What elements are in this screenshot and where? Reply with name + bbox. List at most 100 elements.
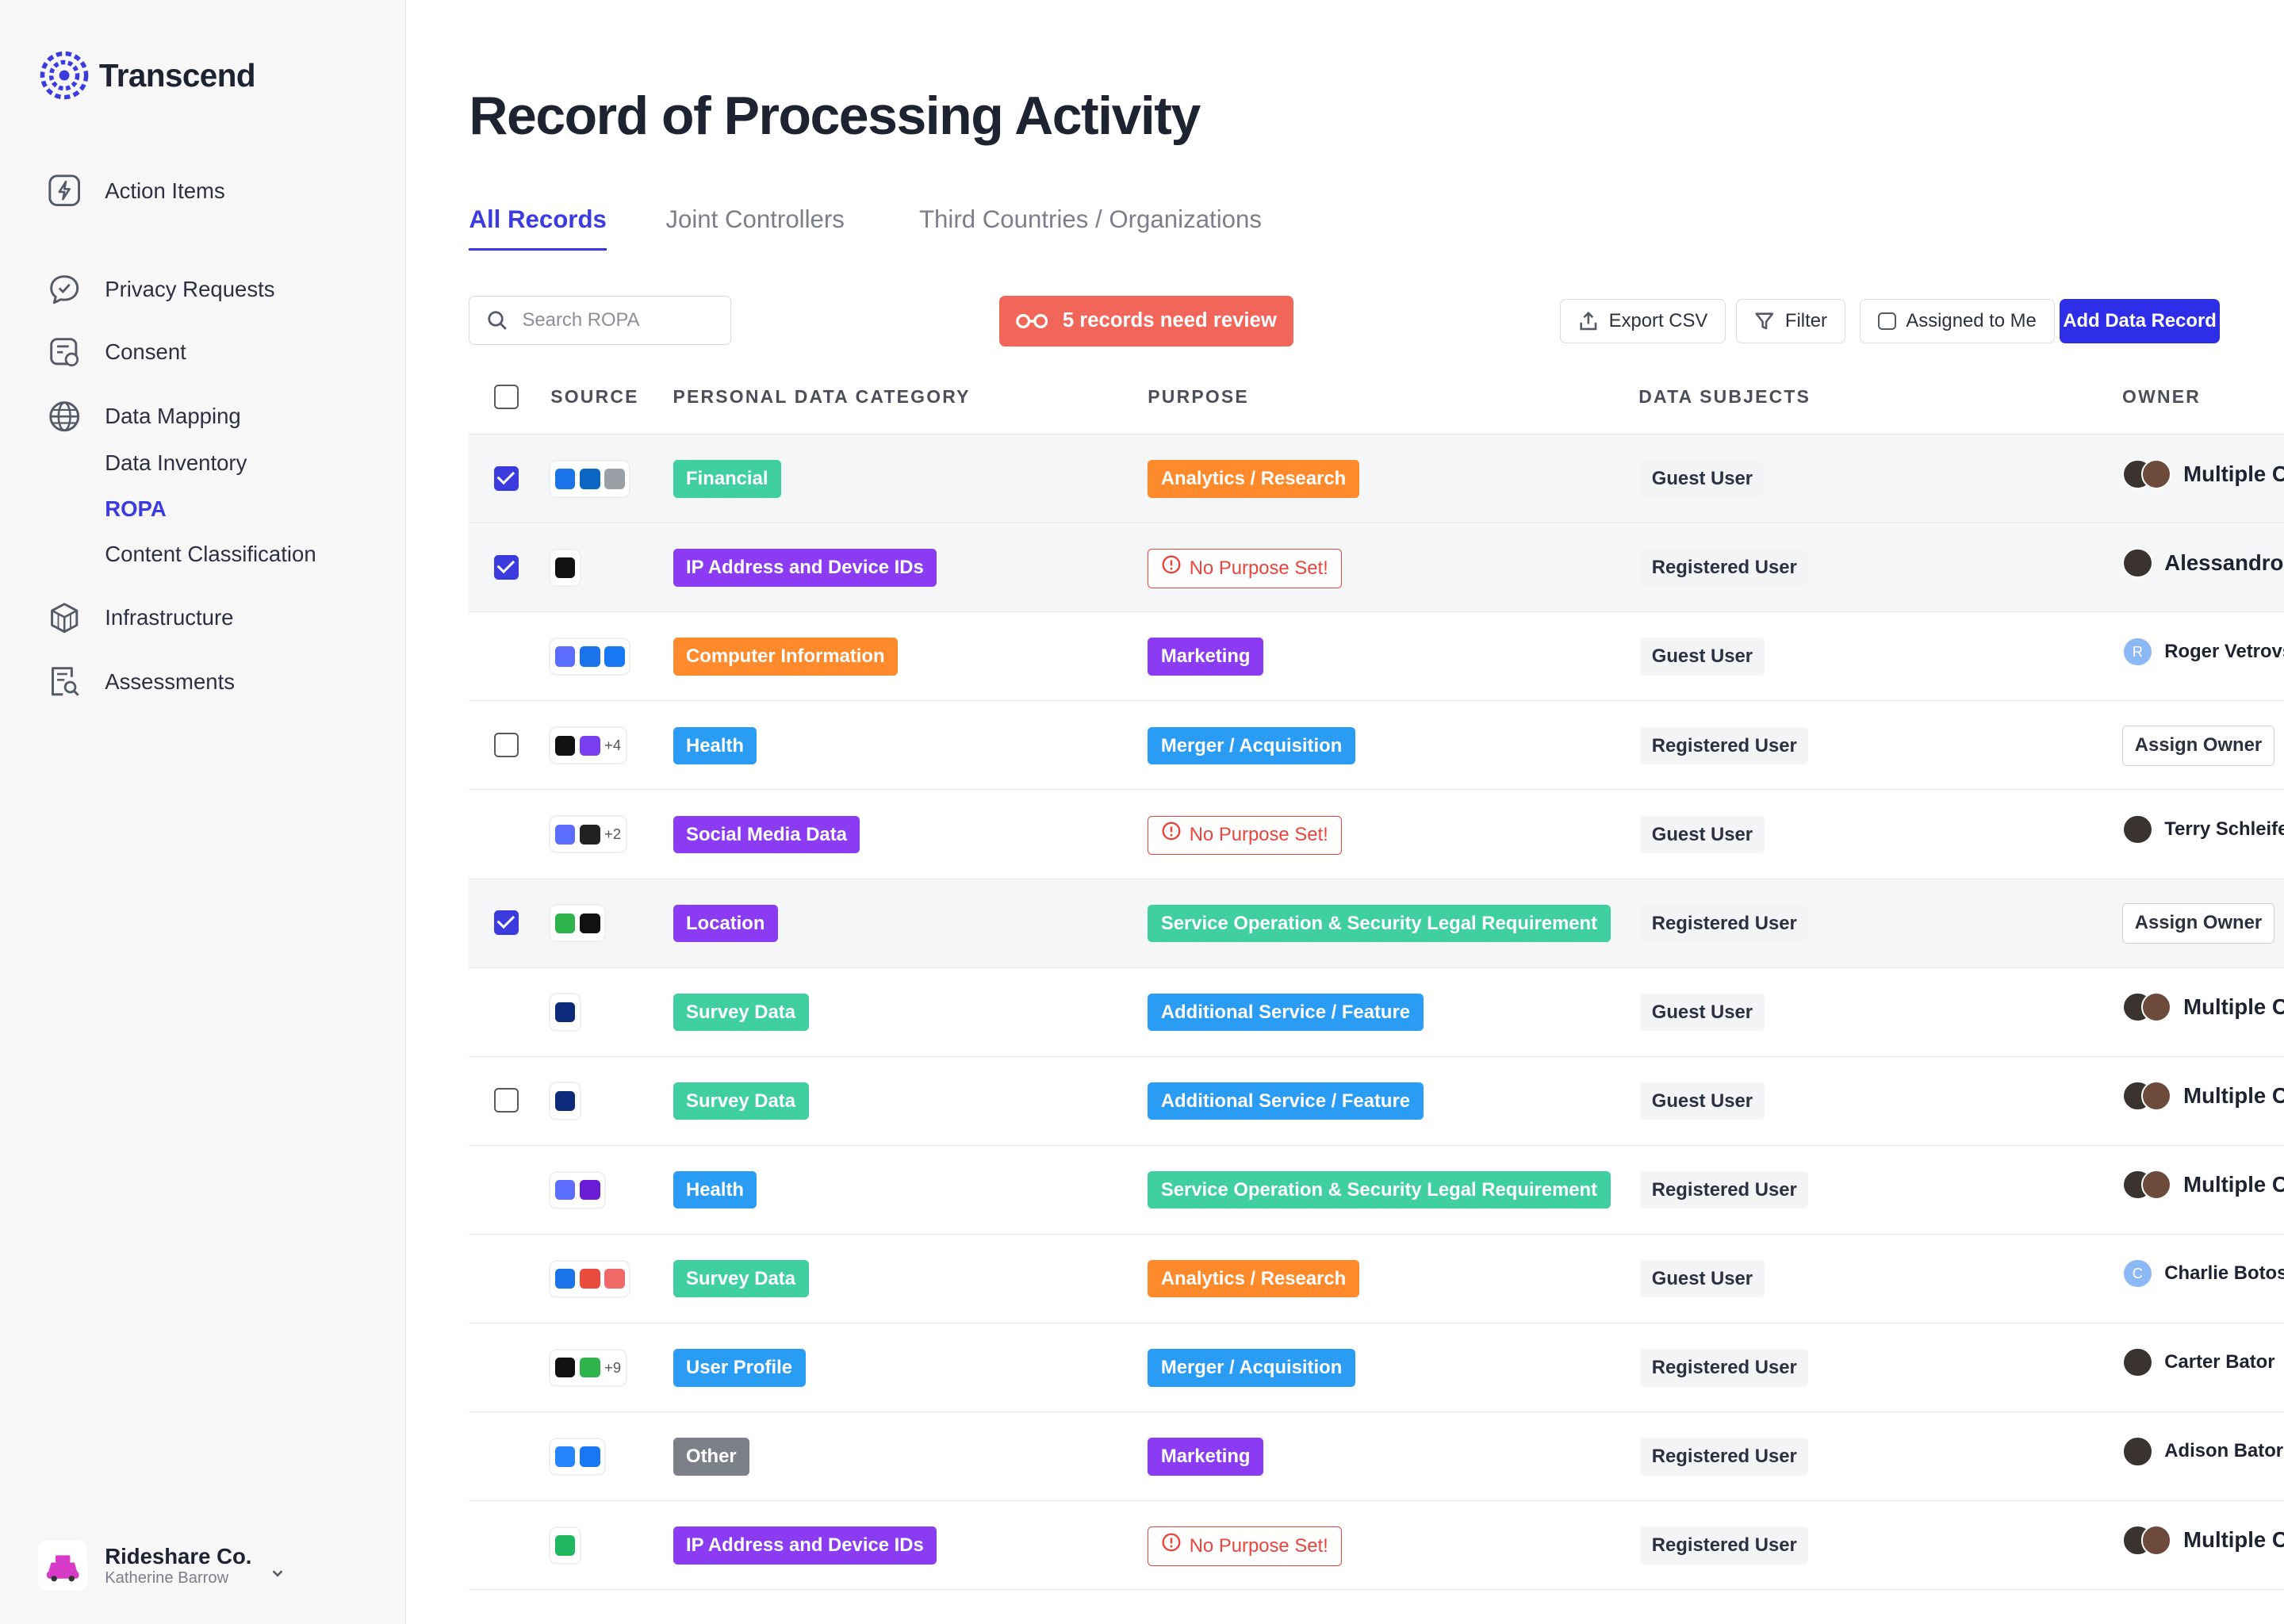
category-tag[interactable]: IP Address and Device IDs — [673, 549, 937, 588]
subnav-content-classification[interactable]: Content Classification — [105, 542, 316, 567]
subnav-ropa[interactable]: ROPA — [105, 496, 167, 522]
category-tag[interactable]: Survey Data — [673, 993, 809, 1032]
category-tag[interactable]: Survey Data — [673, 1082, 809, 1120]
category-tag[interactable]: Other — [673, 1437, 750, 1476]
assign-owner-button[interactable]: Assign Owner — [2122, 902, 2274, 944]
owner-cell[interactable]: Alessandro — [2122, 547, 2283, 579]
purpose-tag[interactable]: Analytics / Research — [1148, 1259, 1359, 1298]
data-subject-tag[interactable]: Registered User — [1640, 904, 1809, 943]
nav-consent[interactable]: Consent — [47, 335, 186, 370]
owner-cell[interactable]: Carter Bator — [2122, 1346, 2275, 1378]
source-logos[interactable] — [550, 1172, 605, 1208]
brand-logo[interactable]: Transcend — [38, 49, 256, 102]
review-records-button[interactable]: 5 records need review — [998, 295, 1293, 347]
source-logos[interactable] — [550, 1083, 580, 1119]
category-tag[interactable]: Survey Data — [673, 1259, 809, 1298]
owner-cell[interactable]: C Charlie Botosh — [2122, 1258, 2284, 1289]
data-subject-tag[interactable]: Registered User — [1640, 1526, 1809, 1565]
table-row[interactable]: Computer Information Marketing Guest User R… — [469, 613, 2284, 702]
column-header[interactable]: DATA SUBJECTS — [1638, 385, 1811, 407]
purpose-tag[interactable]: Service Operation & Security Legal Requi… — [1148, 1170, 1611, 1209]
add-data-record-button[interactable]: Add Data Record — [2060, 298, 2221, 344]
assigned-to-me-toggle[interactable]: Assigned to Me — [1860, 298, 2055, 344]
nav-data-mapping[interactable]: Data Mapping — [47, 399, 241, 434]
purpose-tag[interactable]: Merger / Acquisition — [1148, 726, 1355, 765]
tab-joint-controllers[interactable]: Joint Controllers — [665, 205, 845, 233]
source-logos[interactable]: +9 — [550, 1350, 626, 1385]
assign-owner-button[interactable]: Assign Owner — [2122, 725, 2274, 767]
filter-button[interactable]: Filter — [1736, 298, 1845, 344]
row-checkbox[interactable] — [493, 732, 519, 758]
data-subject-tag[interactable]: Guest User — [1640, 993, 1765, 1032]
purpose-tag[interactable]: Marketing — [1148, 1437, 1264, 1476]
owner-cell[interactable]: Multiple C — [2122, 458, 2284, 490]
purpose-tag[interactable]: Additional Service / Feature — [1148, 993, 1424, 1032]
data-subject-tag[interactable]: Guest User — [1640, 815, 1765, 854]
purpose-warning-tag[interactable]: No Purpose Set! — [1148, 815, 1343, 856]
column-header[interactable]: OWNER — [2122, 385, 2201, 407]
owner-cell[interactable]: R Roger Vetrovs — [2122, 636, 2284, 668]
owner-cell[interactable]: Multiple C — [2122, 1525, 2284, 1556]
table-row[interactable]: Financial Analytics / Research Guest User M… — [469, 435, 2284, 524]
category-tag[interactable]: Health — [673, 726, 757, 765]
data-subject-tag[interactable]: Guest User — [1640, 460, 1765, 499]
row-checkbox[interactable] — [493, 910, 519, 936]
purpose-tag[interactable]: Service Operation & Security Legal Requi… — [1148, 904, 1611, 943]
tab-third-countries[interactable]: Third Countries / Organizations — [918, 205, 1263, 233]
column-header[interactable]: SOURCE — [550, 385, 639, 407]
source-logos[interactable] — [550, 1527, 580, 1563]
source-logos[interactable]: +2 — [550, 817, 626, 852]
owner-cell[interactable]: Multiple C — [2122, 991, 2284, 1023]
purpose-tag[interactable]: Analytics / Research — [1148, 460, 1359, 499]
source-logos[interactable]: +4 — [550, 728, 626, 764]
data-subject-tag[interactable]: Guest User — [1640, 638, 1765, 676]
table-row[interactable]: Survey Data Additional Service / Feature G… — [469, 1057, 2284, 1146]
nav-assessments[interactable]: Assessments — [47, 665, 235, 699]
data-subject-tag[interactable]: Guest User — [1640, 1259, 1765, 1298]
table-row[interactable]: Other Marketing Registered User Adison Bato… — [469, 1413, 2284, 1501]
category-tag[interactable]: Health — [673, 1170, 757, 1209]
subnav-data-inventory[interactable]: Data Inventory — [105, 450, 247, 475]
data-subject-tag[interactable]: Registered User — [1640, 1170, 1809, 1209]
column-header[interactable]: PERSONAL DATA CATEGORY — [673, 385, 971, 407]
table-row[interactable]: Survey Data Additional Service / Feature G… — [469, 968, 2284, 1057]
owner-cell[interactable]: Multiple C — [2122, 1080, 2284, 1112]
data-subject-tag[interactable]: Registered User — [1640, 549, 1809, 588]
category-tag[interactable]: Social Media Data — [673, 815, 860, 854]
table-row[interactable]: +2 Social Media Data No Purpose Set! Guest … — [469, 791, 2284, 879]
source-logos[interactable] — [550, 1261, 630, 1297]
category-tag[interactable]: User Profile — [673, 1348, 806, 1387]
purpose-warning-tag[interactable]: No Purpose Set! — [1148, 549, 1343, 589]
category-tag[interactable]: IP Address and Device IDs — [673, 1526, 937, 1565]
purpose-tag[interactable]: Marketing — [1148, 638, 1264, 676]
owner-cell[interactable]: Multiple C — [2122, 1169, 2284, 1201]
column-header[interactable]: PURPOSE — [1148, 385, 1249, 407]
owner-cell[interactable]: Terry Schleife — [2122, 814, 2284, 845]
table-row[interactable]: +4 Health Merger / Acquisition Registered U… — [469, 702, 2284, 791]
export-csv-button[interactable]: Export CSV — [1560, 298, 1726, 344]
category-tag[interactable]: Computer Information — [673, 638, 899, 676]
table-row[interactable]: IP Address and Device IDs No Purpose Set!… — [469, 1502, 2284, 1590]
data-subject-tag[interactable]: Guest User — [1640, 1082, 1765, 1120]
source-logos[interactable] — [550, 462, 630, 497]
owner-cell[interactable]: Adison Bator — [2122, 1435, 2283, 1467]
table-row[interactable]: IP Address and Device IDs No Purpose Set!… — [469, 524, 2284, 613]
table-row[interactable]: +9 User Profile Merger / Acquisition Regist… — [469, 1324, 2284, 1412]
category-tag[interactable]: Location — [673, 904, 778, 943]
purpose-warning-tag[interactable]: No Purpose Set! — [1148, 1526, 1343, 1566]
nav-privacy-requests[interactable]: Privacy Requests — [47, 272, 275, 307]
nav-action-items[interactable]: Action Items — [47, 174, 225, 209]
tab-all-records[interactable]: All Records — [469, 205, 607, 251]
source-logos[interactable] — [550, 994, 580, 1030]
table-row[interactable]: Location Service Operation & Security Leg… — [469, 879, 2284, 968]
row-checkbox[interactable] — [493, 554, 519, 580]
select-all-checkbox[interactable] — [493, 384, 519, 410]
source-logos[interactable] — [550, 1438, 605, 1474]
table-row[interactable]: Survey Data Analytics / Research Guest Use… — [469, 1235, 2284, 1323]
data-subject-tag[interactable]: Registered User — [1640, 1348, 1809, 1387]
nav-infrastructure[interactable]: Infrastructure — [47, 600, 234, 635]
org-switcher[interactable]: Rideshare Co. Katherine Barrow — [37, 1541, 287, 1591]
source-logos[interactable] — [550, 906, 605, 941]
category-tag[interactable]: Financial — [673, 460, 781, 499]
search-input[interactable] — [519, 308, 700, 333]
